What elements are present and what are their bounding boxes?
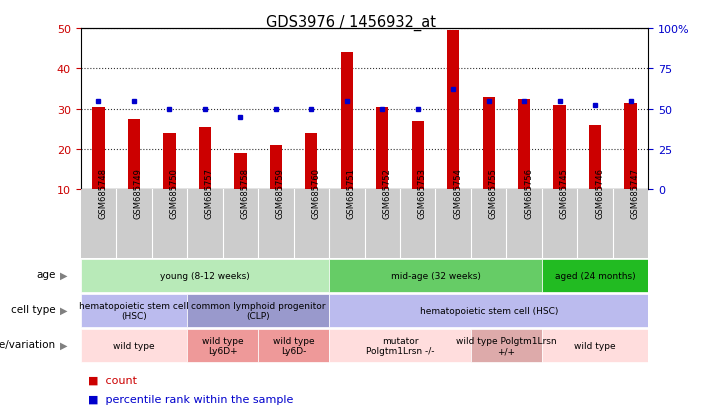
- Text: ■  percentile rank within the sample: ■ percentile rank within the sample: [88, 394, 293, 404]
- Text: young (8-12 weeks): young (8-12 weeks): [160, 271, 250, 280]
- Bar: [329, 330, 471, 362]
- Bar: [518, 100, 531, 190]
- Text: GSM685749: GSM685749: [134, 168, 143, 219]
- Text: mutator
Polgtm1Lrsn -/-: mutator Polgtm1Lrsn -/-: [366, 336, 434, 356]
- Text: GSM685748: GSM685748: [98, 168, 107, 219]
- Text: ▶: ▶: [60, 305, 67, 315]
- Text: GSM685756: GSM685756: [524, 168, 533, 219]
- Bar: [589, 126, 601, 190]
- Bar: [554, 105, 566, 190]
- Bar: [447, 31, 459, 190]
- Text: hematopoietic stem cell (HSC): hematopoietic stem cell (HSC): [419, 306, 558, 315]
- Text: wild type Polgtm1Lrsn
+/+: wild type Polgtm1Lrsn +/+: [456, 336, 557, 356]
- Bar: [128, 119, 140, 190]
- Text: GSM685746: GSM685746: [595, 168, 604, 219]
- Bar: [482, 97, 495, 190]
- Text: common lymphoid progenitor
(CLP): common lymphoid progenitor (CLP): [191, 301, 325, 320]
- Text: hematopoietic stem cell
(HSC): hematopoietic stem cell (HSC): [79, 301, 189, 320]
- Text: genotype/variation: genotype/variation: [0, 339, 55, 349]
- Text: cell type: cell type: [11, 304, 55, 314]
- Text: age: age: [36, 269, 55, 279]
- Bar: [81, 294, 187, 327]
- Bar: [92, 107, 104, 190]
- Bar: [542, 330, 648, 362]
- Text: GSM685754: GSM685754: [454, 168, 462, 219]
- Bar: [258, 330, 329, 362]
- Bar: [471, 330, 542, 362]
- Text: GSM685755: GSM685755: [489, 168, 498, 219]
- Text: GSM685750: GSM685750: [170, 168, 178, 219]
- Bar: [625, 103, 637, 190]
- Text: GSM685759: GSM685759: [275, 168, 285, 219]
- Text: ■  count: ■ count: [88, 375, 137, 385]
- Text: mid-age (32 weeks): mid-age (32 weeks): [390, 271, 480, 280]
- Bar: [234, 154, 247, 190]
- Bar: [81, 259, 329, 292]
- Text: wild type
Ly6D+: wild type Ly6D+: [202, 336, 243, 356]
- Text: GDS3976 / 1456932_at: GDS3976 / 1456932_at: [266, 14, 435, 31]
- Text: GSM685745: GSM685745: [559, 168, 569, 219]
- Bar: [329, 294, 648, 327]
- Text: wild type: wild type: [574, 342, 616, 350]
- Bar: [81, 330, 187, 362]
- Text: wild type
Ly6D-: wild type Ly6D-: [273, 336, 314, 356]
- Text: GSM685747: GSM685747: [631, 168, 640, 219]
- Text: ▶: ▶: [60, 270, 67, 280]
- Bar: [163, 133, 175, 190]
- Bar: [376, 107, 388, 190]
- Text: GSM685752: GSM685752: [382, 168, 391, 219]
- Text: wild type: wild type: [113, 342, 155, 350]
- Bar: [329, 259, 542, 292]
- Bar: [270, 146, 282, 190]
- Text: GSM685760: GSM685760: [311, 168, 320, 219]
- Bar: [198, 128, 211, 190]
- Text: GSM685751: GSM685751: [347, 168, 356, 219]
- Text: GSM685758: GSM685758: [240, 168, 250, 219]
- Text: ▶: ▶: [60, 340, 67, 350]
- Text: aged (24 months): aged (24 months): [555, 271, 636, 280]
- Bar: [305, 133, 318, 190]
- Text: GSM685757: GSM685757: [205, 168, 214, 219]
- Bar: [187, 330, 258, 362]
- Bar: [187, 294, 329, 327]
- Bar: [341, 53, 353, 190]
- Bar: [542, 259, 648, 292]
- Bar: [411, 121, 424, 190]
- Text: GSM685753: GSM685753: [418, 168, 427, 219]
